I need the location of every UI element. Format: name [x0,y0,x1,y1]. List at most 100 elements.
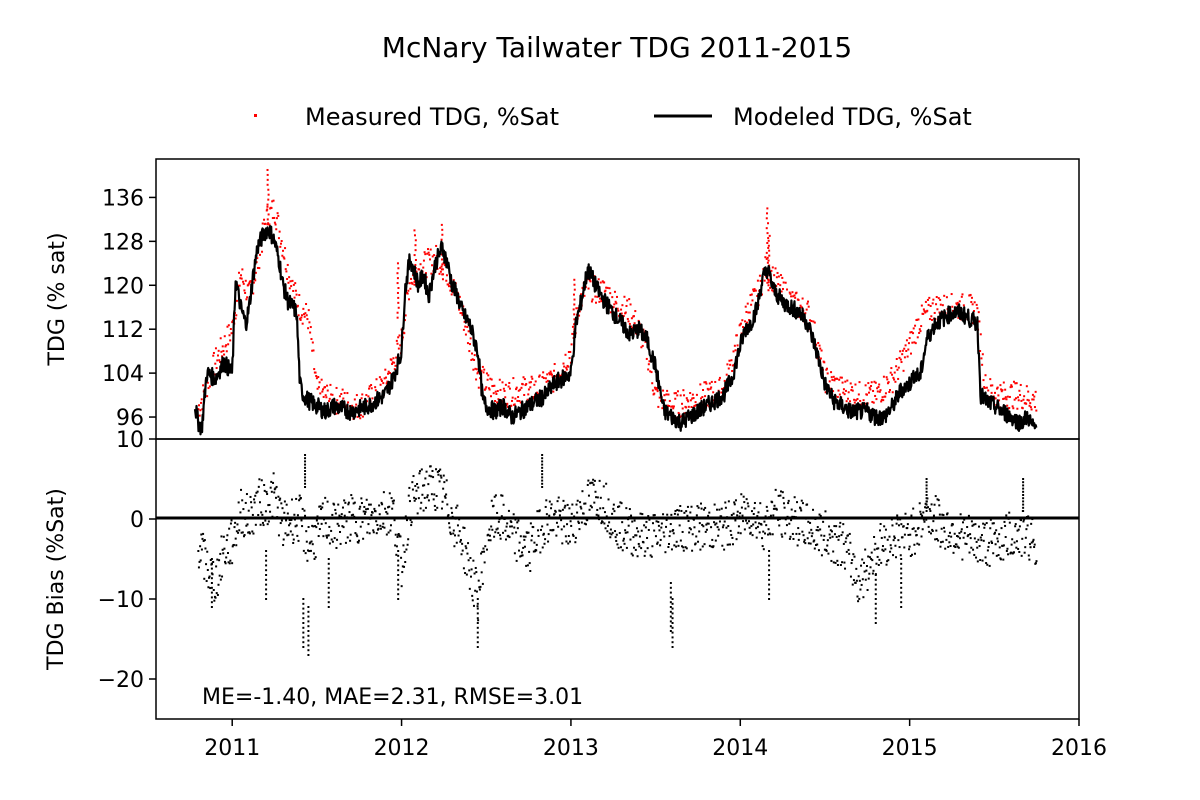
bias-point [406,543,409,546]
measured-point [520,386,523,389]
bias-point [199,559,202,562]
bias-point [813,539,816,542]
bias-point [1017,528,1020,531]
measured-point [567,350,570,353]
measured-point [819,357,822,360]
bias-point [239,511,242,514]
bias-point [382,491,385,494]
measured-point [936,308,939,311]
bias-point [768,550,771,552]
bias-point [527,531,530,534]
measured-point [514,397,517,400]
bias-point [304,460,307,463]
bias-point [715,508,718,511]
bias-point [293,513,296,516]
measured-point [679,394,682,397]
bias-point [330,529,333,532]
bias-point [414,497,417,500]
measured-point [970,301,973,304]
measured-point [393,368,396,371]
bias-point [793,515,796,518]
bias-point [669,530,672,533]
bias-point [670,548,673,551]
bias-point [427,499,430,502]
bias-point [768,593,771,596]
measured-point [275,217,278,220]
bias-point [557,525,560,528]
bias-point [849,541,852,544]
bias-point [302,626,305,629]
bias-point [260,511,263,514]
bias-point [887,559,890,562]
bias-point [669,610,672,613]
bias-point [302,646,305,648]
bias-point [307,634,310,637]
bias-point [468,587,471,590]
bias-point [993,531,996,534]
measured-point [216,359,219,362]
bias-point [624,531,627,534]
measured-point [507,385,510,388]
bias-point [742,520,745,523]
measured-point [912,327,915,330]
bias-point [739,532,742,535]
bias-point [592,478,595,481]
measured-point [440,268,443,271]
bias-point [959,513,962,516]
bias-point [852,553,855,556]
bias-point [492,504,495,507]
bias-point [571,503,574,506]
bias-point [308,550,311,553]
measured-point [1006,404,1009,407]
bias-point [241,531,244,534]
measured-point [819,347,822,350]
bias-point [246,523,249,526]
measured-point [222,349,225,352]
measured-point [510,399,513,402]
bias-point [768,569,771,572]
bias-point [628,508,631,511]
measured-point [464,325,467,328]
bias-point [949,544,952,547]
bias-point [1028,558,1031,561]
measured-point [1017,399,1020,402]
bias-point [849,575,852,578]
measured-point [611,296,614,299]
bias-point [765,524,768,527]
measured-point [864,384,867,387]
measured-point [517,396,520,399]
bias-point [972,548,975,551]
bias-point [829,529,832,532]
measured-point [723,379,726,382]
bias-point [628,516,631,519]
bias-point [558,509,561,512]
measured-point [450,293,453,296]
measured-point [1019,383,1022,386]
measured-point [960,295,963,298]
measured-point [282,256,285,259]
bias-point [265,569,268,572]
measured-point [273,221,276,224]
bias-point [426,496,429,499]
bias-point [711,538,714,541]
bias-point [345,520,348,523]
measured-point [686,399,689,402]
bias-point [208,576,211,579]
bias-point [810,535,813,538]
measured-point [573,298,576,301]
bias-point [383,526,386,529]
bias-point [263,484,266,487]
bias-point [912,507,915,510]
bias-point [838,525,841,528]
bias-point [242,508,245,511]
measured-point [310,338,313,341]
bias-point [794,510,797,513]
measured-point [396,342,399,345]
measured-point [397,336,400,339]
bias-point [382,522,385,525]
bias-point [929,532,932,535]
bias-point [970,546,973,549]
measured-point [897,377,900,380]
bias-point [847,548,850,551]
bias-point [669,630,672,632]
